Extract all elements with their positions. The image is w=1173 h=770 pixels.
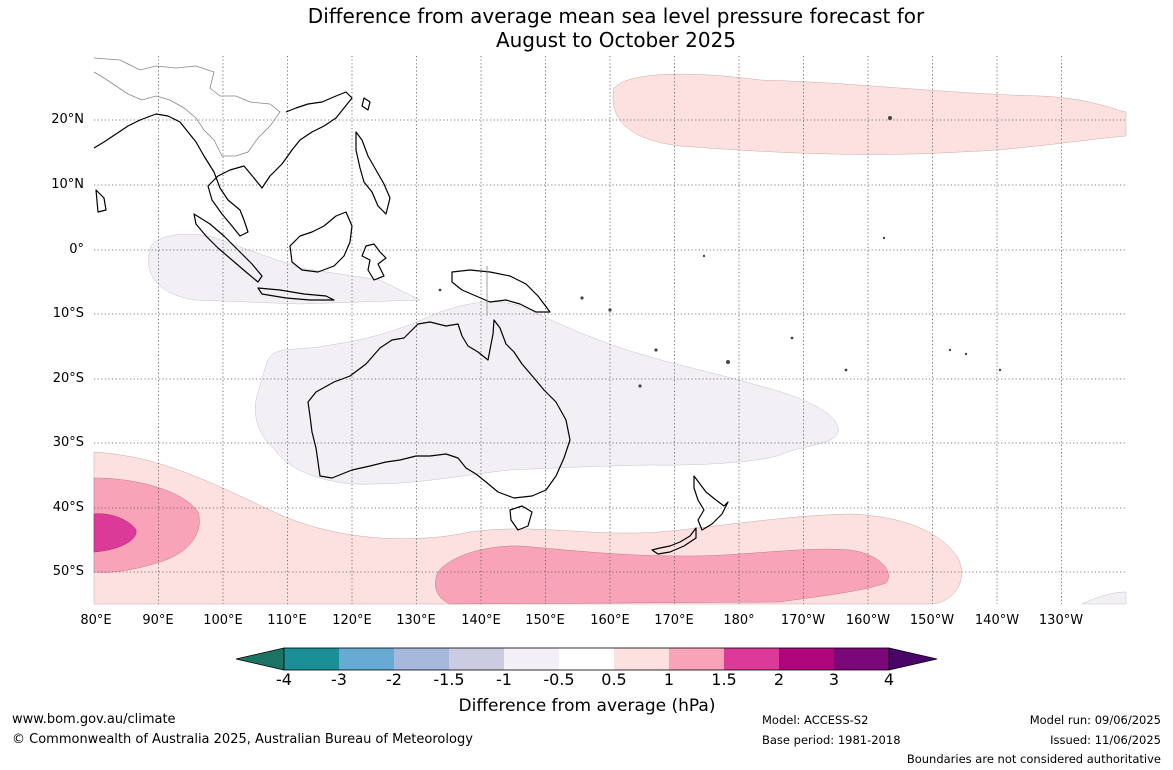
lat-label-30s: 30°S [52, 435, 84, 450]
lon-label-150w: 150°W [909, 613, 955, 628]
colorbar-label: Difference from average (hPa) [458, 696, 716, 716]
lon-label-160e: 160°E [590, 613, 630, 628]
sri-lanka-coastline [95, 189, 107, 213]
lon-label-90e: 90°E [142, 613, 174, 628]
island-dot [438, 288, 442, 292]
borneo-coastline [289, 211, 353, 273]
lat-label-40s: 40°S [52, 500, 84, 515]
new-zealand-north-island [693, 475, 729, 531]
lon-label-140e: 140°E [461, 613, 501, 628]
new-guinea-coastline [451, 269, 551, 313]
island-dot [964, 352, 968, 356]
colorbar-tick: 1.5 [711, 670, 737, 689]
country-borders [93, 57, 488, 316]
west-strong-positive-anomaly [93, 513, 137, 553]
island-dot [882, 236, 886, 240]
island-dot [948, 348, 952, 352]
pacific-islands [438, 116, 1002, 388]
lon-label-150e: 150°E [525, 613, 565, 628]
colorbar-tick: 2 [773, 670, 785, 689]
lon-label-180: 180° [723, 613, 755, 628]
island-dot [608, 308, 612, 312]
tasmania-coastline [509, 505, 533, 531]
colorbar-tick: -1.5 [433, 670, 465, 689]
australia-coastline [307, 319, 571, 499]
new-zealand-south-island [651, 527, 697, 555]
south-moderate-positive-anomaly [435, 545, 889, 605]
java-coastline [257, 287, 335, 301]
base-period: Base period: 1981-2018 [762, 733, 901, 747]
lat-label-20n: 20°N [51, 112, 84, 127]
island-dot [844, 368, 848, 372]
island-dot [702, 254, 706, 258]
lon-label-80e: 80°E [80, 613, 112, 628]
lon-label-170e: 170°E [654, 613, 694, 628]
map-title: Difference from average mean sea level p… [0, 4, 1173, 52]
sumatra-coastline [193, 213, 263, 283]
colorbar-tick: 3 [828, 670, 840, 689]
lat-label-50s: 50°S [52, 564, 84, 579]
colorbar-tick: 0.5 [601, 670, 627, 689]
lat-label-20s: 20°S [52, 371, 84, 386]
west-moderate-positive-anomaly [93, 477, 200, 573]
model-name: Model: ACCESS-S2 [762, 713, 869, 727]
lon-label-100e: 100°E [203, 613, 243, 628]
taiwan-coastline [361, 97, 371, 111]
lon-label-160w: 160°W [845, 613, 891, 628]
island-dot [726, 360, 730, 364]
mainland-borders [93, 57, 281, 157]
lon-label-170w: 170°W [780, 613, 826, 628]
graticule [94, 56, 1126, 604]
philippines-coastline [355, 131, 391, 215]
anomaly-shading [93, 73, 1127, 605]
lon-label-110e: 110°E [267, 613, 307, 628]
colorbar-tick: -1 [496, 670, 512, 689]
website-link[interactable]: www.bom.gov.au/climate [12, 712, 176, 727]
asia-mainland-coastline [93, 91, 353, 237]
lon-label-130w: 130°W [1038, 613, 1084, 628]
lon-label-130e: 130°E [396, 613, 436, 628]
equatorial-negative-anomaly [148, 233, 421, 305]
colorbar-tick: -2 [386, 670, 402, 689]
lon-label-120e: 120°E [332, 613, 372, 628]
lat-label-0: 0° [69, 242, 84, 257]
colorbar-tick: -0.5 [543, 670, 575, 689]
colorbar-tick: 4 [883, 670, 895, 689]
north-pacific-positive-anomaly [612, 73, 1127, 155]
issued-date: Issued: 11/06/2025 [1050, 733, 1161, 747]
lon-label-140w: 140°W [974, 613, 1020, 628]
island-dot [580, 296, 584, 300]
island-dot [998, 368, 1002, 372]
coastlines [93, 91, 729, 555]
colorbar-tick: 1 [663, 670, 675, 689]
boundaries-disclaimer: Boundaries are not considered authoritat… [906, 752, 1161, 766]
lat-label-10n: 10°N [51, 177, 84, 192]
colorbar-tick: -4 [276, 670, 292, 689]
island-dot [790, 336, 794, 340]
southeast-corner-negative-anomaly [1081, 591, 1127, 605]
island-dot [654, 348, 658, 352]
copyright-text: © Commonwealth of Australia 2025, Austra… [12, 732, 473, 747]
island-dot [638, 384, 642, 388]
island-dot [888, 116, 892, 120]
title-line-2: August to October 2025 [495, 28, 737, 52]
model-run-date: Model run: 09/06/2025 [1029, 713, 1161, 727]
lat-label-10s: 10°S [52, 306, 84, 321]
colorbar-tick: -3 [331, 670, 347, 689]
sulawesi-coastline [361, 243, 387, 281]
title-line-1: Difference from average mean sea level p… [307, 4, 925, 28]
